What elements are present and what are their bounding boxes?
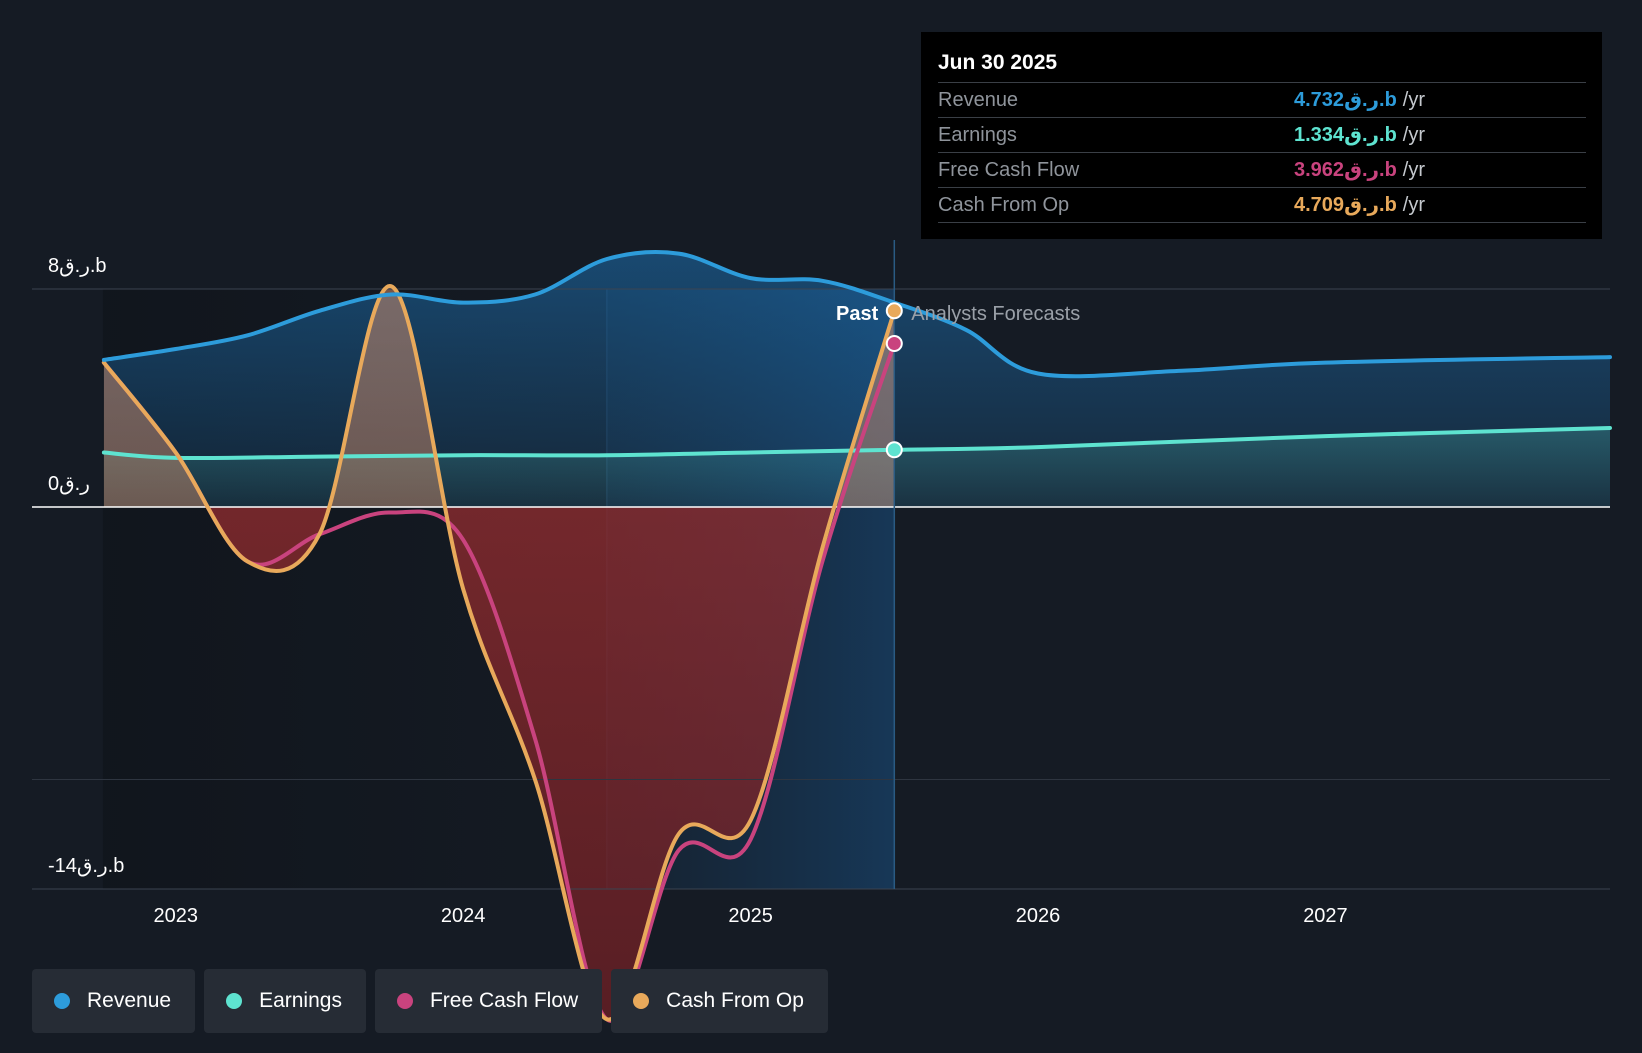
tooltip-date: Jun 30 2025 (938, 46, 1586, 83)
x-tick-label: 2026 (1016, 905, 1061, 927)
earnings-line (101, 426, 1612, 461)
legend-label: Revenue (87, 989, 172, 1012)
tooltip-label: Revenue (938, 89, 1019, 111)
legend-label: Earnings (259, 989, 342, 1012)
y-axis-label-top: 8ر.ق.b (48, 255, 107, 277)
tooltip-unit: /yr (1402, 194, 1426, 216)
legend: Revenue Earnings Free Cash Flow Cash Fro… (32, 969, 828, 1033)
tooltip: Jun 30 2025 Revenue 4.732ر.ق.b /yr Earni… (921, 32, 1602, 239)
cash-from-op-line (101, 284, 897, 1022)
legend-item-earnings[interactable]: Earnings (204, 969, 366, 1033)
free-cash-flow-marker (885, 335, 903, 352)
x-tick-label: 2024 (441, 905, 486, 927)
legend-item-free-cash-flow[interactable]: Free Cash Flow (374, 969, 603, 1033)
tooltip-value: 3.962ر.ق.b (1294, 159, 1397, 181)
tooltip-row-earnings: Earnings 1.334ر.ق.b /yr (938, 118, 1586, 153)
legend-dot-icon (396, 993, 413, 1009)
cash-from-op-marker (885, 302, 903, 320)
tooltip-unit: /yr (1402, 89, 1426, 111)
cash-from-op-area-negative (103, 507, 895, 1020)
tooltip-label: Cash From Op (938, 194, 1070, 216)
tooltip-unit: /yr (1402, 124, 1426, 146)
tooltip-value: 4.709ر.ق.b (1294, 194, 1397, 216)
tooltip-label: Earnings (938, 124, 1017, 146)
tooltip-row-cash-from-op: Cash From Op 4.709ر.ق.b /yr (938, 188, 1586, 223)
tooltip-value: 1.334ر.ق.b (1294, 124, 1397, 146)
x-tick-label: 2023 (153, 905, 198, 927)
y-axis-label-bottom: -14ر.ق.b (48, 855, 124, 877)
legend-item-revenue[interactable]: Revenue (32, 969, 196, 1033)
forecast-label: Analysts Forecasts (911, 303, 1080, 325)
legend-label: Cash From Op (666, 989, 804, 1012)
revenue-line (101, 250, 1612, 379)
tooltip-unit: /yr (1402, 159, 1426, 181)
legend-dot-icon (226, 993, 243, 1009)
x-tick-label: 2027 (1303, 905, 1348, 927)
earnings-marker (885, 441, 903, 459)
y-axis-label-zero: 0ر.ق (48, 473, 90, 495)
past-label: Past (836, 303, 879, 325)
cash-from-op-area-positive (103, 286, 895, 507)
x-tick-label: 2025 (728, 905, 773, 927)
legend-dot-icon (633, 993, 650, 1009)
tooltip-value: 4.732ر.ق.b (1294, 89, 1397, 111)
tooltip-row-free-cash-flow: Free Cash Flow 3.962ر.ق.b /yr (938, 153, 1586, 188)
tooltip-label: Free Cash Flow (938, 159, 1080, 181)
legend-dot-icon (54, 993, 70, 1009)
tooltip-row-revenue: Revenue 4.732ر.ق.b /yr (938, 83, 1586, 118)
legend-item-cash-from-op[interactable]: Cash From Op (611, 969, 828, 1033)
legend-label: Free Cash Flow (429, 989, 579, 1012)
